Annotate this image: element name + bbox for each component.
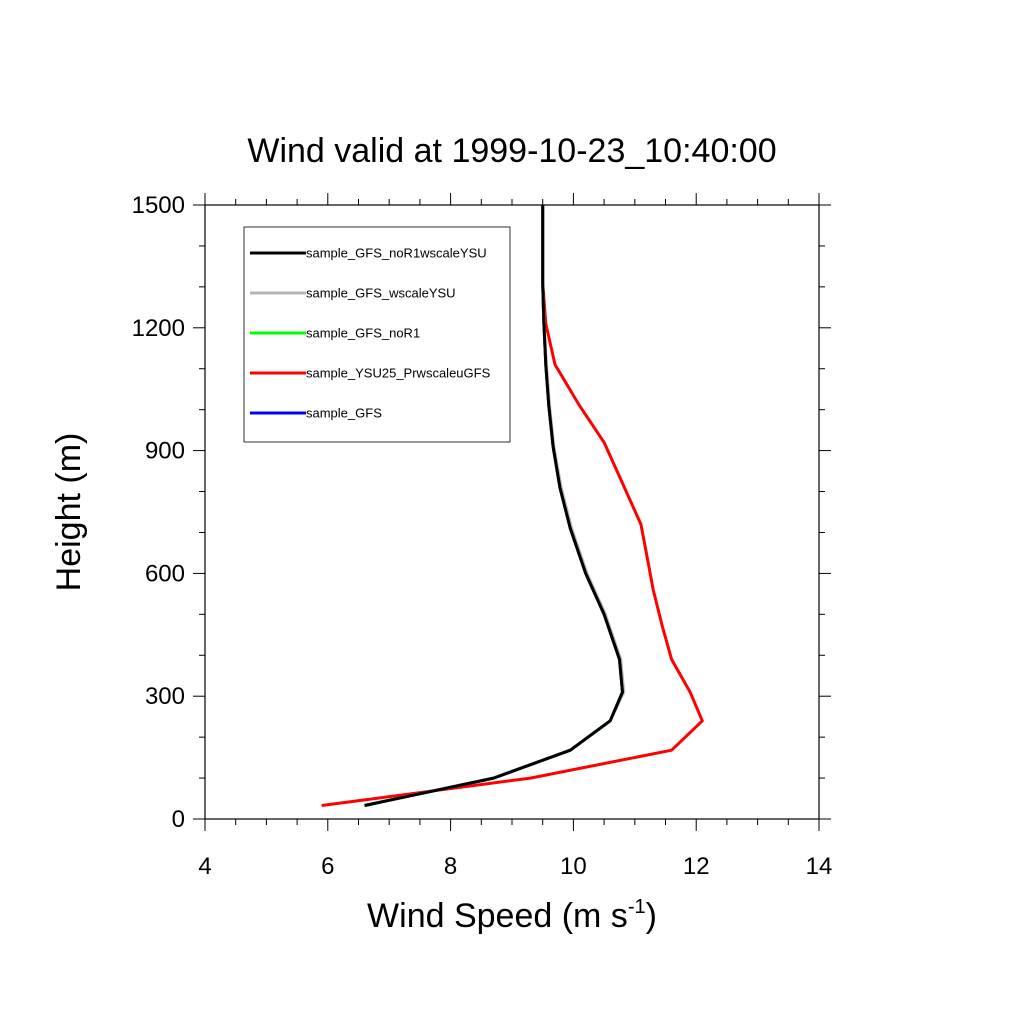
x-tick-label: 10 xyxy=(560,853,587,880)
x-tick-label: 6 xyxy=(321,853,334,880)
series-line-sample_YSU25_PrwscaleuGFS xyxy=(321,205,704,807)
legend: sample_GFS_noR1wscaleYSU sample_GFS_wscal… xyxy=(243,226,511,443)
x-tick-label: 4 xyxy=(198,853,211,880)
x-tick-label: 14 xyxy=(806,853,833,880)
series-layer xyxy=(321,205,704,807)
y-tick-label: 300 xyxy=(145,683,185,710)
y-tick-label: 600 xyxy=(145,560,185,587)
series-line-sample_GFS_noR1wscaleYSU xyxy=(364,205,624,807)
x-axis-label-main: Wind Speed (m s xyxy=(367,897,628,935)
legend-label: sample_GFS xyxy=(306,406,382,421)
chart-title: Wind valid at 1999-10-23_10:40:00 xyxy=(247,132,776,170)
tick-layer: 4 6 8 10 12 14 0 300 600 900 1200 1500 xyxy=(132,192,833,880)
y-axis-label: Height (m) xyxy=(50,433,88,592)
legend-label: sample_GFS_noR1wscaleYSU xyxy=(306,246,487,261)
x-tick-label: 12 xyxy=(683,853,710,880)
y-tick-label: 1500 xyxy=(132,192,185,219)
x-axis-label-end: ) xyxy=(646,897,657,935)
legend-label: sample_GFS_wscaleYSU xyxy=(306,286,456,301)
x-axis-label: Wind Speed (m s-1) xyxy=(367,896,657,935)
x-tick-label: 8 xyxy=(444,853,457,880)
y-tick-label: 900 xyxy=(145,438,185,465)
y-tick-label: 1200 xyxy=(132,315,185,342)
x-axis-label-superscript: -1 xyxy=(628,896,646,918)
y-tick-label: 0 xyxy=(172,806,185,833)
legend-label: sample_GFS_noR1 xyxy=(306,326,420,341)
legend-label: sample_YSU25_PrwscaleuGFS xyxy=(306,366,491,381)
